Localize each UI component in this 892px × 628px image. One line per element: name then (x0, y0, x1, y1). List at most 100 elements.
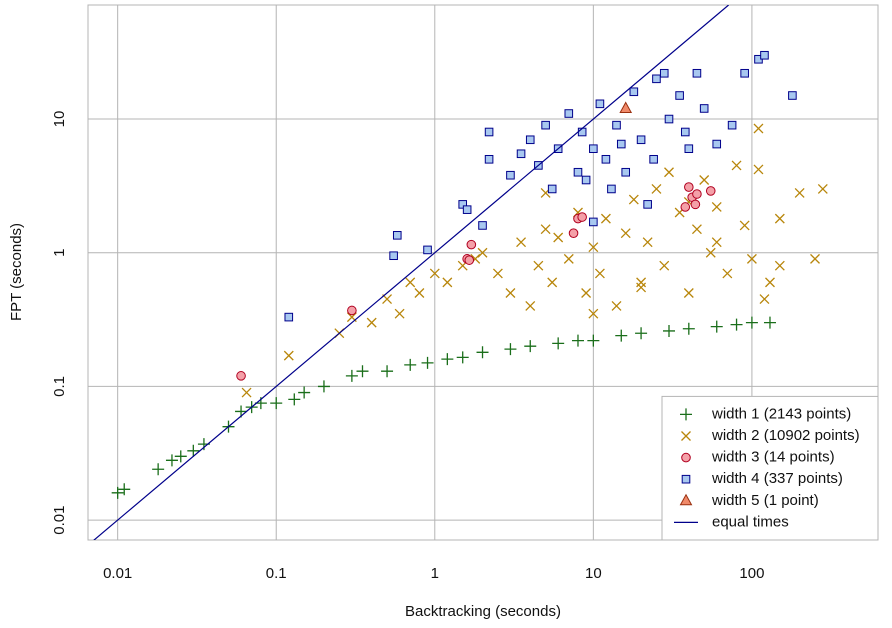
point (283, 350, 294, 361)
point (317, 380, 330, 393)
point (564, 109, 574, 118)
point (699, 175, 710, 185)
point (746, 253, 757, 264)
point (540, 224, 551, 235)
point (691, 224, 702, 235)
point (817, 183, 828, 194)
legend-marker (680, 408, 692, 421)
y-tick-label: 0.1 (51, 376, 68, 397)
point (581, 288, 592, 298)
point (504, 343, 517, 356)
point (621, 167, 631, 177)
point (594, 268, 605, 279)
point (663, 324, 676, 337)
point (616, 139, 626, 149)
point (745, 316, 758, 329)
point (788, 91, 797, 100)
point (414, 288, 425, 298)
legend-marker (681, 431, 691, 441)
point (659, 68, 669, 78)
point (619, 101, 633, 113)
point (476, 346, 489, 359)
legend-label: width 5 (1 point) (711, 492, 819, 509)
legend-label: width 4 (337 points) (711, 470, 843, 487)
point (651, 183, 662, 194)
point (711, 237, 722, 248)
point (484, 154, 494, 164)
legend-label: width 2 (10902 points) (711, 427, 860, 444)
point (810, 253, 820, 264)
point (581, 175, 591, 185)
point (588, 308, 599, 319)
point (753, 164, 764, 175)
point (765, 277, 775, 288)
point (478, 221, 487, 230)
point (347, 305, 357, 316)
point (236, 371, 246, 381)
point (601, 154, 611, 164)
x-tick-label: 0.1 (266, 565, 287, 582)
point (675, 91, 684, 100)
x-tick-label: 0.01 (103, 565, 132, 582)
point (774, 213, 785, 224)
point (659, 260, 670, 271)
point (552, 337, 565, 350)
point (636, 282, 647, 293)
point (553, 232, 564, 243)
point (628, 194, 639, 205)
reference-line (93, 5, 730, 540)
point (366, 317, 377, 328)
point (682, 322, 695, 335)
y-tick-label: 0.01 (51, 506, 68, 535)
point (492, 268, 503, 279)
point (464, 255, 475, 265)
point (611, 300, 622, 311)
x-tick-label: 1 (431, 565, 439, 582)
point (760, 50, 769, 60)
point (525, 300, 536, 311)
point (389, 251, 398, 261)
point (458, 200, 468, 209)
point (683, 288, 694, 298)
point (241, 387, 252, 398)
point (588, 242, 599, 253)
x-tick-label: 10 (585, 565, 602, 582)
legend-marker (679, 493, 693, 506)
point (722, 268, 733, 279)
point (680, 202, 691, 212)
point (705, 186, 716, 196)
point (577, 212, 587, 222)
point (731, 160, 742, 171)
point (466, 239, 477, 250)
point (705, 247, 716, 258)
y-tick-label: 1 (51, 249, 68, 257)
point (187, 444, 200, 457)
point (284, 312, 294, 322)
point (547, 277, 558, 288)
legend-label: width 1 (2143 points) (711, 405, 851, 422)
x-axis-title: Backtracking (seconds) (405, 603, 561, 620)
point (506, 170, 515, 180)
legend-label: equal times (712, 513, 789, 530)
point (423, 245, 432, 255)
point (759, 294, 770, 305)
y-axis-title: FPT (seconds) (8, 223, 25, 321)
point (442, 277, 453, 288)
point (404, 358, 417, 371)
point (484, 127, 494, 137)
point (607, 184, 616, 194)
point (774, 260, 785, 271)
point (690, 199, 701, 210)
point (636, 135, 646, 145)
point (740, 68, 749, 78)
plot-frame (87, 4, 879, 541)
point (643, 200, 652, 209)
point (727, 120, 737, 130)
point (174, 450, 187, 463)
point (589, 144, 598, 154)
point (516, 149, 526, 159)
point (525, 135, 535, 145)
y-tick-label: 10 (51, 111, 68, 128)
point (516, 237, 527, 248)
